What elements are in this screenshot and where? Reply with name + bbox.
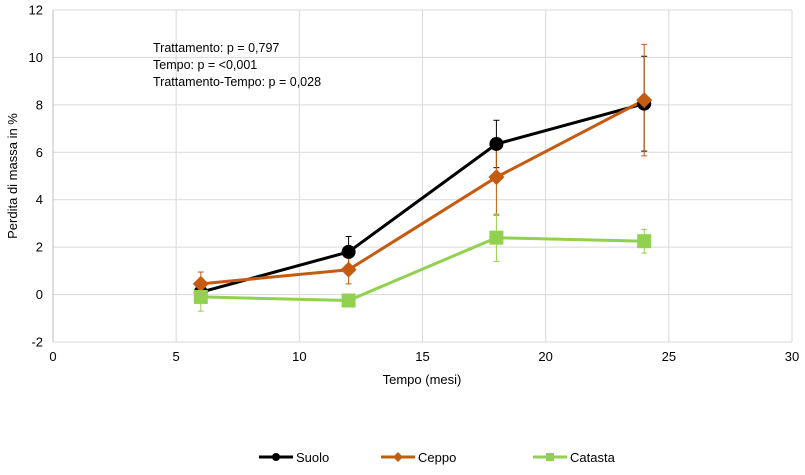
legend-label-ceppo: Ceppo [418,450,456,465]
annotation-interazione: Trattamento-Tempo: p = 0,028 [153,75,321,89]
annotation-block: Trattamento: p = 0,797 Tempo: p = <0,001… [153,41,321,89]
legend-marker-ceppo [393,452,403,462]
x-tick-label: 0 [49,349,56,364]
series-line-catasta [200,236,645,302]
point-catasta [341,293,356,308]
x-tick-label: 5 [173,349,180,364]
y-tick-label: 2 [36,240,43,255]
series-line-ceppo [200,98,645,286]
point-suolo [341,244,356,259]
legend-item-suolo: Suolo [259,450,329,465]
legend-item-catasta: Catasta [533,450,616,465]
point-catasta [489,230,504,245]
point-ceppo [192,275,209,292]
point-catasta [637,234,652,249]
legend-item-ceppo: Ceppo [381,450,456,465]
y-tick-label: 4 [36,192,43,207]
x-tick-label: 10 [292,349,306,364]
point-catasta [193,289,208,304]
y-axis-label: Perdita di massa in % [5,113,20,239]
y-tick-label: 10 [29,50,43,65]
y-tick-label: 12 [29,3,43,18]
x-tick-label: 20 [538,349,552,364]
x-axis-label: Tempo (mesi) [383,372,462,387]
annotation-tempo: Tempo: p = <0,001 [153,58,257,72]
x-tick-label: 30 [785,349,799,364]
y-tick-label: 0 [36,287,43,302]
point-ceppo [340,261,357,278]
legend-marker-suolo [272,453,280,461]
y-tick-label: 8 [36,97,43,112]
series-lines [200,98,645,302]
x-tick-label: 25 [662,349,676,364]
axes: 0 5 10 15 20 25 30 -2 0 2 4 6 8 10 12 [29,3,800,365]
legend-label-suolo: Suolo [296,450,329,465]
point-ceppo [488,169,505,186]
y-tick-label: -2 [31,335,43,350]
point-suolo [489,136,504,151]
y-tick-label: 6 [36,145,43,160]
annotation-trattamento: Trattamento: p = 0,797 [153,41,279,55]
legend-label-catasta: Catasta [570,450,616,465]
point-ceppo [636,92,653,109]
x-tick-label: 15 [415,349,429,364]
series-markers [192,92,653,308]
grid [53,9,793,343]
legend: Suolo Ceppo Catasta [259,450,616,465]
series-line-suolo [200,102,645,294]
legend-marker-catasta [546,453,554,461]
